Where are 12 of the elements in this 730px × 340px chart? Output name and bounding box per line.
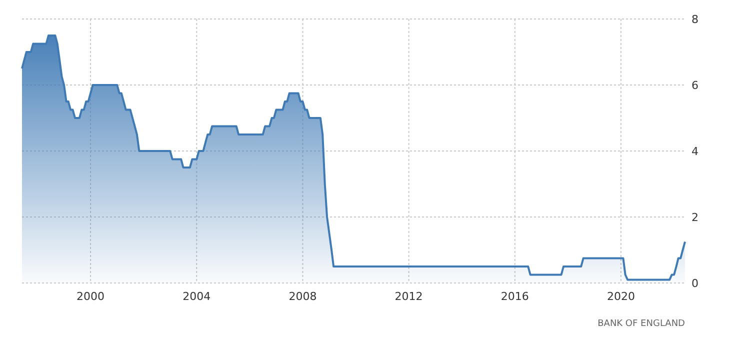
x-tick-label: 2008 — [288, 290, 317, 303]
y-tick-label: 2 — [692, 211, 698, 224]
y-tick-label: 8 — [692, 13, 698, 26]
x-tick-label: 2016 — [500, 290, 529, 303]
y-tick-label: 4 — [692, 145, 698, 158]
x-tick-label: 2020 — [606, 290, 635, 303]
x-tick-label: 2012 — [394, 290, 423, 303]
x-tick-label: 2004 — [182, 290, 211, 303]
text: BANK OF ENGLAND — [598, 319, 686, 329]
y-tick-label: 0 — [692, 277, 698, 290]
x-tick-label: 2000 — [76, 290, 105, 303]
y-tick-label: 6 — [692, 79, 698, 92]
